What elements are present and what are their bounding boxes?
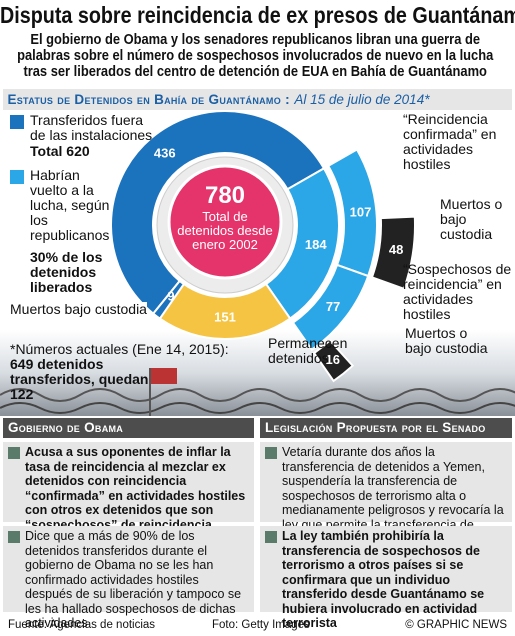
- subset-segment: [312, 339, 355, 383]
- panel-title: Legislación Propuesta por el Senado: [260, 418, 512, 438]
- donut-segment: [151, 279, 186, 320]
- note: *Números actuales (Ene 14, 2015):: [10, 341, 229, 357]
- legend-total: Total 620: [30, 143, 90, 159]
- value-label: 184: [305, 237, 327, 252]
- total: 780: [204, 182, 246, 209]
- value-label: 9: [167, 288, 174, 303]
- outer-segment: [291, 263, 370, 352]
- panel-item: Acusa a sus oponentes de inflar la tasa …: [3, 442, 254, 532]
- subset-segment: [370, 215, 416, 291]
- label: Permanecen detenidos: [268, 335, 348, 366]
- section-bar: Estatus de Detenidos en Bahía de Guantán…: [3, 89, 512, 110]
- barbed-wire: [0, 388, 515, 402]
- photo-credit: Foto: Getty Images: [212, 619, 310, 631]
- total-box: 780 Total de detenidos desde enero 2002: [177, 182, 273, 252]
- note-detail: 649 detenidos transferidos, quedan 122: [10, 356, 149, 402]
- panel-item: Dice que a más de 90% de los detenidos t…: [3, 526, 254, 630]
- value-label: 48: [389, 242, 403, 257]
- panel-item: Vetaría durante dos años la transferenci…: [260, 442, 512, 546]
- photo-background: [0, 330, 515, 416]
- label: Muertos o bajo custodia: [405, 325, 488, 356]
- value-label: 436: [154, 146, 176, 161]
- barbed-wire: [0, 402, 515, 414]
- label: “Sospechosos de reincidencia” en activid…: [403, 261, 512, 322]
- panel-title: Gobierno de Obama: [3, 418, 254, 438]
- legend-icon: [10, 115, 24, 129]
- donut-segment: [110, 110, 326, 316]
- footer: Fuente: Agencias de noticias Foto: Getty…: [0, 614, 515, 636]
- chart-date: Al 15 de julio de 2014*: [294, 92, 430, 107]
- panel-item: La ley también prohibiría la transferenc…: [260, 526, 512, 630]
- legend-label: Habrían vuelto a la lucha, según los rep…: [30, 167, 110, 243]
- legend-label: Transferidos fuera de las instalaciones: [30, 112, 153, 143]
- title: Disputa sobre reincidencia de ex presos …: [0, 2, 515, 28]
- total-circle: [167, 164, 283, 280]
- flag: [151, 368, 177, 384]
- label: Muertos o bajo custodia: [440, 196, 503, 242]
- label: “Reincidencia confirmada” en actividades…: [403, 111, 497, 172]
- chart-title: Estatus de Detenidos en Bahía de Guantán…: [7, 92, 290, 107]
- value-label: 77: [326, 299, 340, 314]
- value-label: 151: [214, 309, 236, 324]
- total-label: Total de detenidos desde enero 2002: [177, 209, 273, 252]
- value-label: 16: [326, 352, 340, 367]
- value-label: 107: [350, 204, 372, 219]
- legend-icon: [10, 170, 24, 184]
- subtitle: El gobierno de Obama y los senadores rep…: [17, 32, 494, 80]
- source: Fuente: Agencias de noticias: [8, 619, 156, 631]
- label: Muertos bajo custodia: [10, 301, 147, 317]
- credit: © GRAPHIC NEWS: [405, 619, 507, 631]
- legend-share: 30% de los detenidos liberados: [30, 249, 103, 295]
